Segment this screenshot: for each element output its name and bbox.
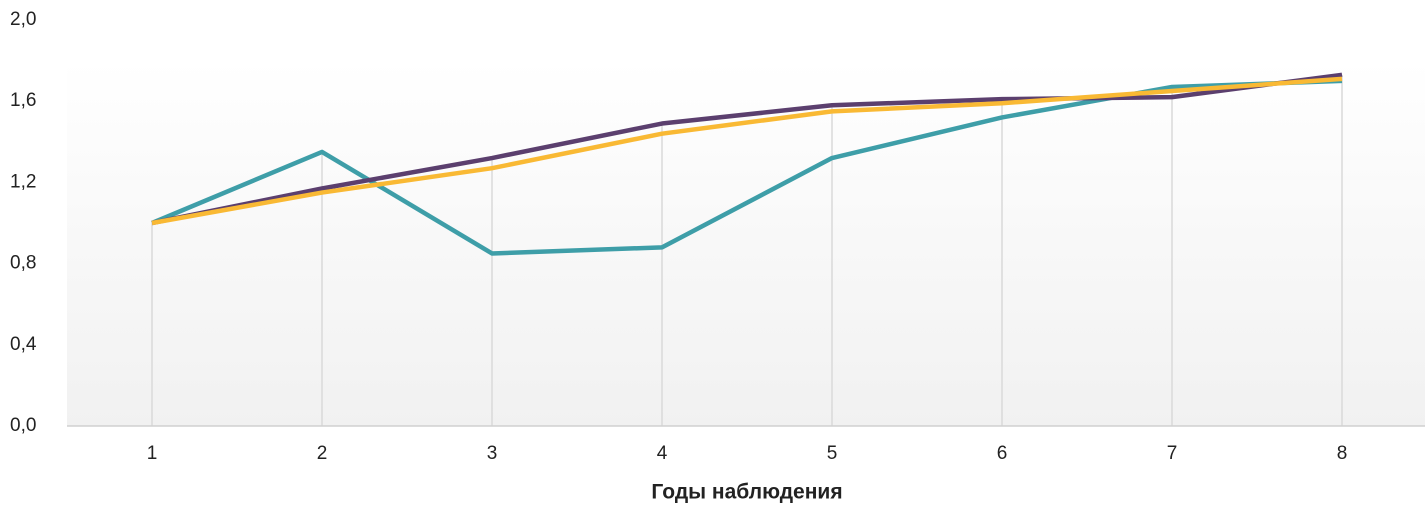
x-tick-label: 8 — [1337, 443, 1348, 464]
y-tick-label: 1,6 — [10, 90, 36, 111]
x-tick-label: 6 — [997, 443, 1008, 464]
x-tick-label: 1 — [147, 443, 158, 464]
x-tick-label: 3 — [487, 443, 498, 464]
y-tick-label: 0,0 — [10, 415, 36, 436]
x-tick-label: 7 — [1167, 443, 1178, 464]
x-axis-label: Годы наблюдения — [651, 481, 842, 504]
series-line — [151, 76, 1343, 226]
y-tick-label: 1,2 — [10, 171, 36, 192]
x-tick-label: 5 — [827, 443, 838, 464]
y-tick-label: 0,4 — [10, 334, 37, 355]
y-tick-label: 2,0 — [10, 9, 36, 30]
y-tick-label: 0,8 — [10, 253, 36, 274]
series-line — [151, 72, 1343, 226]
x-tick-label: 2 — [317, 443, 328, 464]
x-tick-label: 4 — [657, 443, 668, 464]
